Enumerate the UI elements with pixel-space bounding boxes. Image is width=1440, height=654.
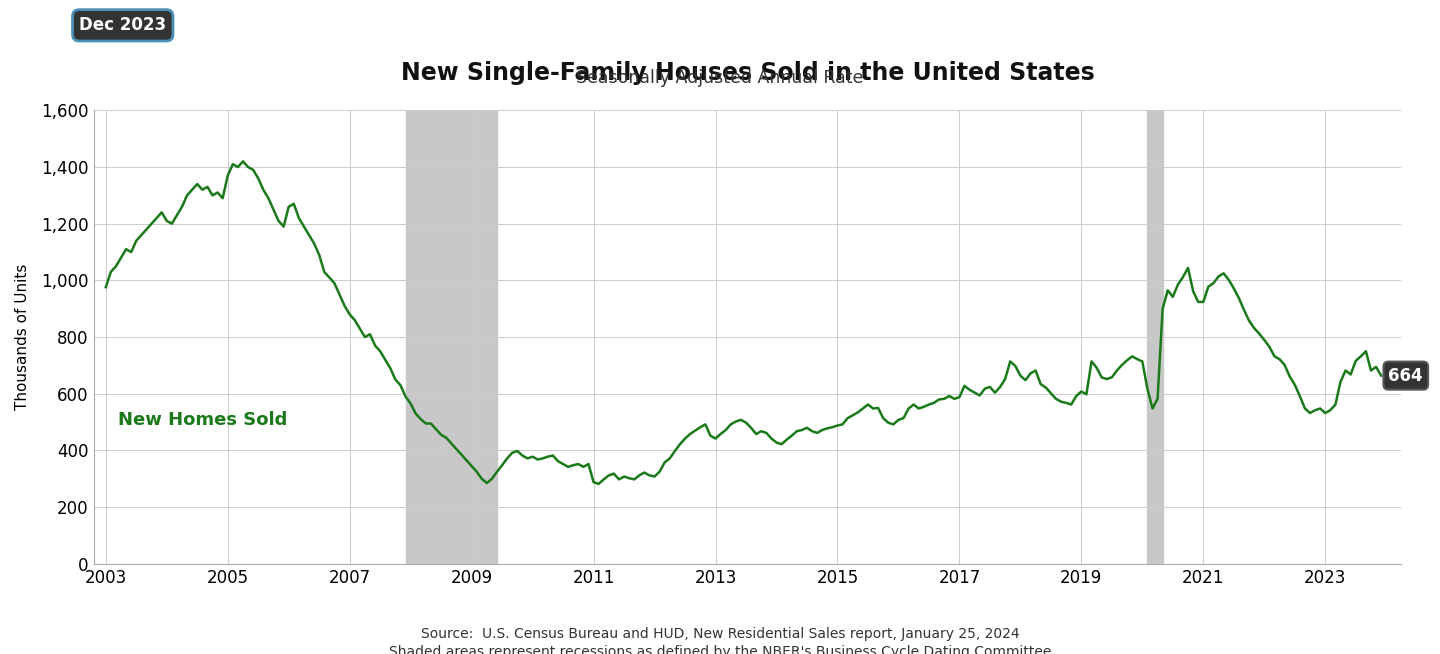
Text: Seasonally Adjusted Annual Rate: Seasonally Adjusted Annual Rate bbox=[576, 69, 864, 87]
Text: Dec 2023: Dec 2023 bbox=[79, 16, 167, 35]
Bar bbox=[406, 111, 497, 564]
Text: 664: 664 bbox=[1388, 367, 1423, 385]
Title: New Single-Family Houses Sold in the United States: New Single-Family Houses Sold in the Uni… bbox=[400, 61, 1094, 85]
Text: Source:  U.S. Census Bureau and HUD, New Residential Sales report, January 25, 2: Source: U.S. Census Bureau and HUD, New … bbox=[420, 627, 1020, 640]
Y-axis label: Thousands of Units: Thousands of Units bbox=[14, 264, 30, 410]
Text: Shaded areas represent recessions as defined by the NBER's Business Cycle Dating: Shaded areas represent recessions as def… bbox=[389, 645, 1051, 654]
Bar bbox=[1148, 111, 1162, 564]
Text: New Homes Sold: New Homes Sold bbox=[118, 411, 288, 429]
